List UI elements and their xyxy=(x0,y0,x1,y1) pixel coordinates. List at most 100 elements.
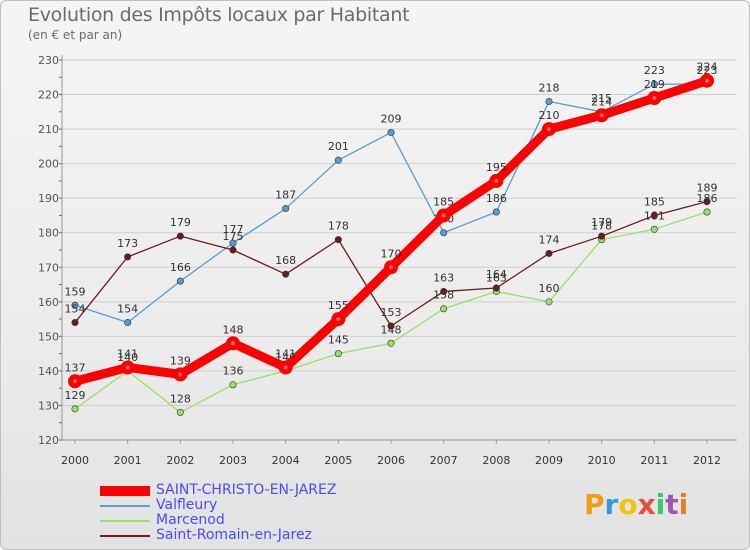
data-point xyxy=(282,270,290,278)
data-label: 179 xyxy=(170,216,191,229)
x-tick-label: 2003 xyxy=(219,454,247,467)
brand-letter: i xyxy=(655,488,666,521)
legend-swatch xyxy=(100,486,150,496)
data-point-highlight xyxy=(652,96,657,100)
data-label: 159 xyxy=(65,285,86,298)
data-label: 186 xyxy=(486,192,507,205)
data-point xyxy=(387,322,395,330)
x-tick-label: 2004 xyxy=(272,454,300,467)
y-tick-label: 190 xyxy=(38,192,59,205)
data-label: 128 xyxy=(170,392,191,405)
data-point xyxy=(545,249,553,257)
data-point xyxy=(387,129,395,137)
proxiti-logo: Proxiti xyxy=(584,488,688,521)
data-label: 178 xyxy=(591,220,612,233)
x-tick-label: 2009 xyxy=(535,454,563,467)
data-point xyxy=(282,205,290,213)
data-label: 141 xyxy=(117,347,138,360)
y-tick-label: 200 xyxy=(38,158,59,171)
data-point xyxy=(598,232,606,240)
y-tick-label: 210 xyxy=(38,123,59,136)
x-tick-label: 2011 xyxy=(640,454,668,467)
data-label: 163 xyxy=(433,271,454,284)
data-label: 139 xyxy=(170,354,191,367)
data-point xyxy=(71,319,79,327)
data-label: 201 xyxy=(328,140,349,153)
data-point xyxy=(650,225,658,233)
data-label: 163 xyxy=(486,271,507,284)
legend-label: Saint-Romain-en-Jarez xyxy=(156,527,312,543)
data-label: 173 xyxy=(117,237,138,250)
data-label: 187 xyxy=(275,189,296,202)
data-point xyxy=(440,305,448,313)
data-label: 223 xyxy=(697,64,718,77)
data-label: 166 xyxy=(170,261,191,274)
chart-title: Evolution des Impôts locaux par Habitant xyxy=(28,4,410,26)
data-point xyxy=(440,229,448,237)
data-point xyxy=(545,298,553,306)
data-label: 215 xyxy=(591,92,612,105)
data-label: 155 xyxy=(328,299,349,312)
x-tick-label: 2007 xyxy=(430,454,458,467)
chart-subtitle: (en € et par an) xyxy=(28,28,123,42)
data-label: 178 xyxy=(328,220,349,233)
x-tick-label: 2001 xyxy=(114,454,142,467)
y-tick-label: 230 xyxy=(38,54,59,67)
data-label: 153 xyxy=(381,306,402,319)
y-tick-label: 170 xyxy=(38,261,59,274)
legend-label: Valfleury xyxy=(156,497,218,513)
data-point xyxy=(703,198,711,206)
x-tick-label: 2010 xyxy=(588,454,616,467)
x-tick-label: 2002 xyxy=(166,454,194,467)
data-point xyxy=(229,246,237,254)
data-label: 209 xyxy=(381,113,402,126)
data-label: 179 xyxy=(591,216,612,229)
data-point-highlight xyxy=(283,365,288,370)
data-point-highlight xyxy=(73,379,77,384)
data-point-highlight xyxy=(705,78,709,83)
brand-letter: t xyxy=(665,488,679,521)
y-tick-label: 180 xyxy=(38,227,59,240)
data-label: 160 xyxy=(539,282,560,295)
data-point xyxy=(650,80,658,88)
data-point xyxy=(334,156,342,164)
data-label: 214 xyxy=(591,95,612,108)
data-point xyxy=(545,97,553,105)
data-label: 170 xyxy=(381,247,402,260)
brand-letter: o xyxy=(618,488,638,521)
data-point-highlight xyxy=(494,178,499,183)
y-tick-label: 150 xyxy=(38,330,59,343)
data-label: 210 xyxy=(539,109,560,122)
data-point-highlight xyxy=(599,113,604,118)
data-label: 218 xyxy=(539,81,560,94)
data-label: 174 xyxy=(539,233,560,246)
x-tick-label: 2006 xyxy=(377,454,405,467)
data-point xyxy=(176,232,184,240)
y-tick-label: 160 xyxy=(38,296,59,309)
data-point xyxy=(229,239,237,247)
data-point xyxy=(650,211,658,219)
data-label: 175 xyxy=(223,230,244,243)
legend-swatch xyxy=(100,505,150,507)
data-label: 145 xyxy=(328,334,349,347)
brand-letter: x xyxy=(637,488,656,521)
data-point xyxy=(124,253,132,261)
y-tick-label: 140 xyxy=(38,365,59,378)
brand-letter: P xyxy=(584,488,605,521)
data-point-highlight xyxy=(178,372,183,377)
brand-letter: r xyxy=(604,488,619,521)
data-point-highlight xyxy=(441,213,446,218)
data-label: 185 xyxy=(433,195,454,208)
data-label: 219 xyxy=(644,78,665,91)
data-label: 140 xyxy=(117,351,138,364)
legend-label: Marcenod xyxy=(156,512,225,528)
data-label: 223 xyxy=(644,64,665,77)
data-point-highlight xyxy=(231,341,235,346)
data-point-highlight xyxy=(336,317,341,322)
x-tick-label: 2012 xyxy=(693,454,721,467)
data-point xyxy=(387,339,395,347)
data-label: 168 xyxy=(275,254,296,267)
legend-swatch xyxy=(100,535,150,537)
